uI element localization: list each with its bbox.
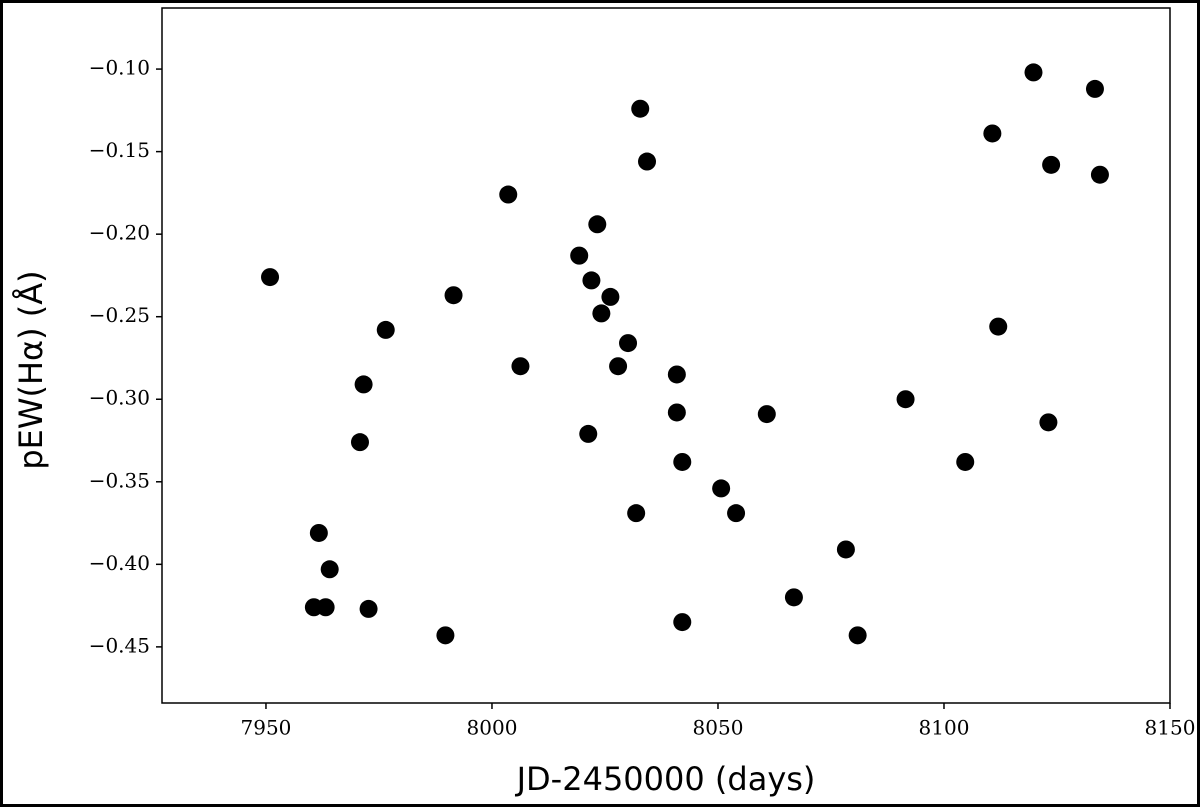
y-tick-label: −0.20 <box>89 221 150 245</box>
data-point <box>592 304 611 323</box>
data-point <box>956 452 975 471</box>
x-tick-label: 8000 <box>467 716 518 740</box>
x-tick-label: 8100 <box>919 716 970 740</box>
data-point <box>309 523 328 542</box>
data-point <box>1090 165 1109 184</box>
data-point <box>757 405 776 424</box>
y-axis-label: pEW(Hα) (Å) <box>12 270 50 469</box>
data-point <box>376 320 395 339</box>
x-tick-label: 8150 <box>1145 716 1196 740</box>
data-point <box>436 626 455 645</box>
data-point <box>989 317 1008 336</box>
x-tick-label: 8050 <box>693 716 744 740</box>
data-point <box>848 626 867 645</box>
data-point <box>784 588 803 607</box>
data-point <box>712 479 731 498</box>
data-point <box>667 365 686 384</box>
data-point <box>316 598 335 617</box>
y-tick-label: −0.40 <box>89 551 150 575</box>
x-tick-label: 7950 <box>241 716 292 740</box>
data-point <box>609 357 628 376</box>
data-point <box>983 124 1002 143</box>
data-point <box>261 268 280 287</box>
y-tick-label: −0.45 <box>89 633 150 657</box>
y-tick-label: −0.15 <box>89 138 150 162</box>
data-point <box>631 99 650 118</box>
y-tick-label: −0.25 <box>89 303 150 327</box>
data-point <box>570 246 589 265</box>
data-point <box>727 504 746 523</box>
data-point <box>499 185 518 204</box>
data-point <box>444 286 463 305</box>
data-point <box>350 433 369 452</box>
data-point <box>1039 413 1058 432</box>
data-point <box>579 424 598 443</box>
data-point <box>1085 79 1104 98</box>
data-point <box>588 215 607 234</box>
data-point <box>638 152 657 171</box>
data-point <box>836 540 855 559</box>
data-point <box>673 613 692 632</box>
data-point <box>627 504 646 523</box>
data-point <box>619 334 638 353</box>
y-tick-label: −0.10 <box>89 56 150 80</box>
data-point <box>354 375 373 394</box>
data-point <box>582 271 601 290</box>
data-point <box>673 452 692 471</box>
data-point <box>667 403 686 422</box>
data-point <box>1042 155 1061 174</box>
data-point <box>1024 63 1043 82</box>
x-axis-label: JD-2450000 (days) <box>515 760 816 798</box>
data-point <box>359 599 378 618</box>
data-point <box>511 357 530 376</box>
data-point <box>601 287 620 306</box>
data-point <box>320 560 339 579</box>
data-point <box>896 390 915 409</box>
plot-frame <box>161 7 1171 704</box>
y-tick-label: −0.35 <box>89 468 150 492</box>
y-tick-label: −0.30 <box>89 386 150 410</box>
